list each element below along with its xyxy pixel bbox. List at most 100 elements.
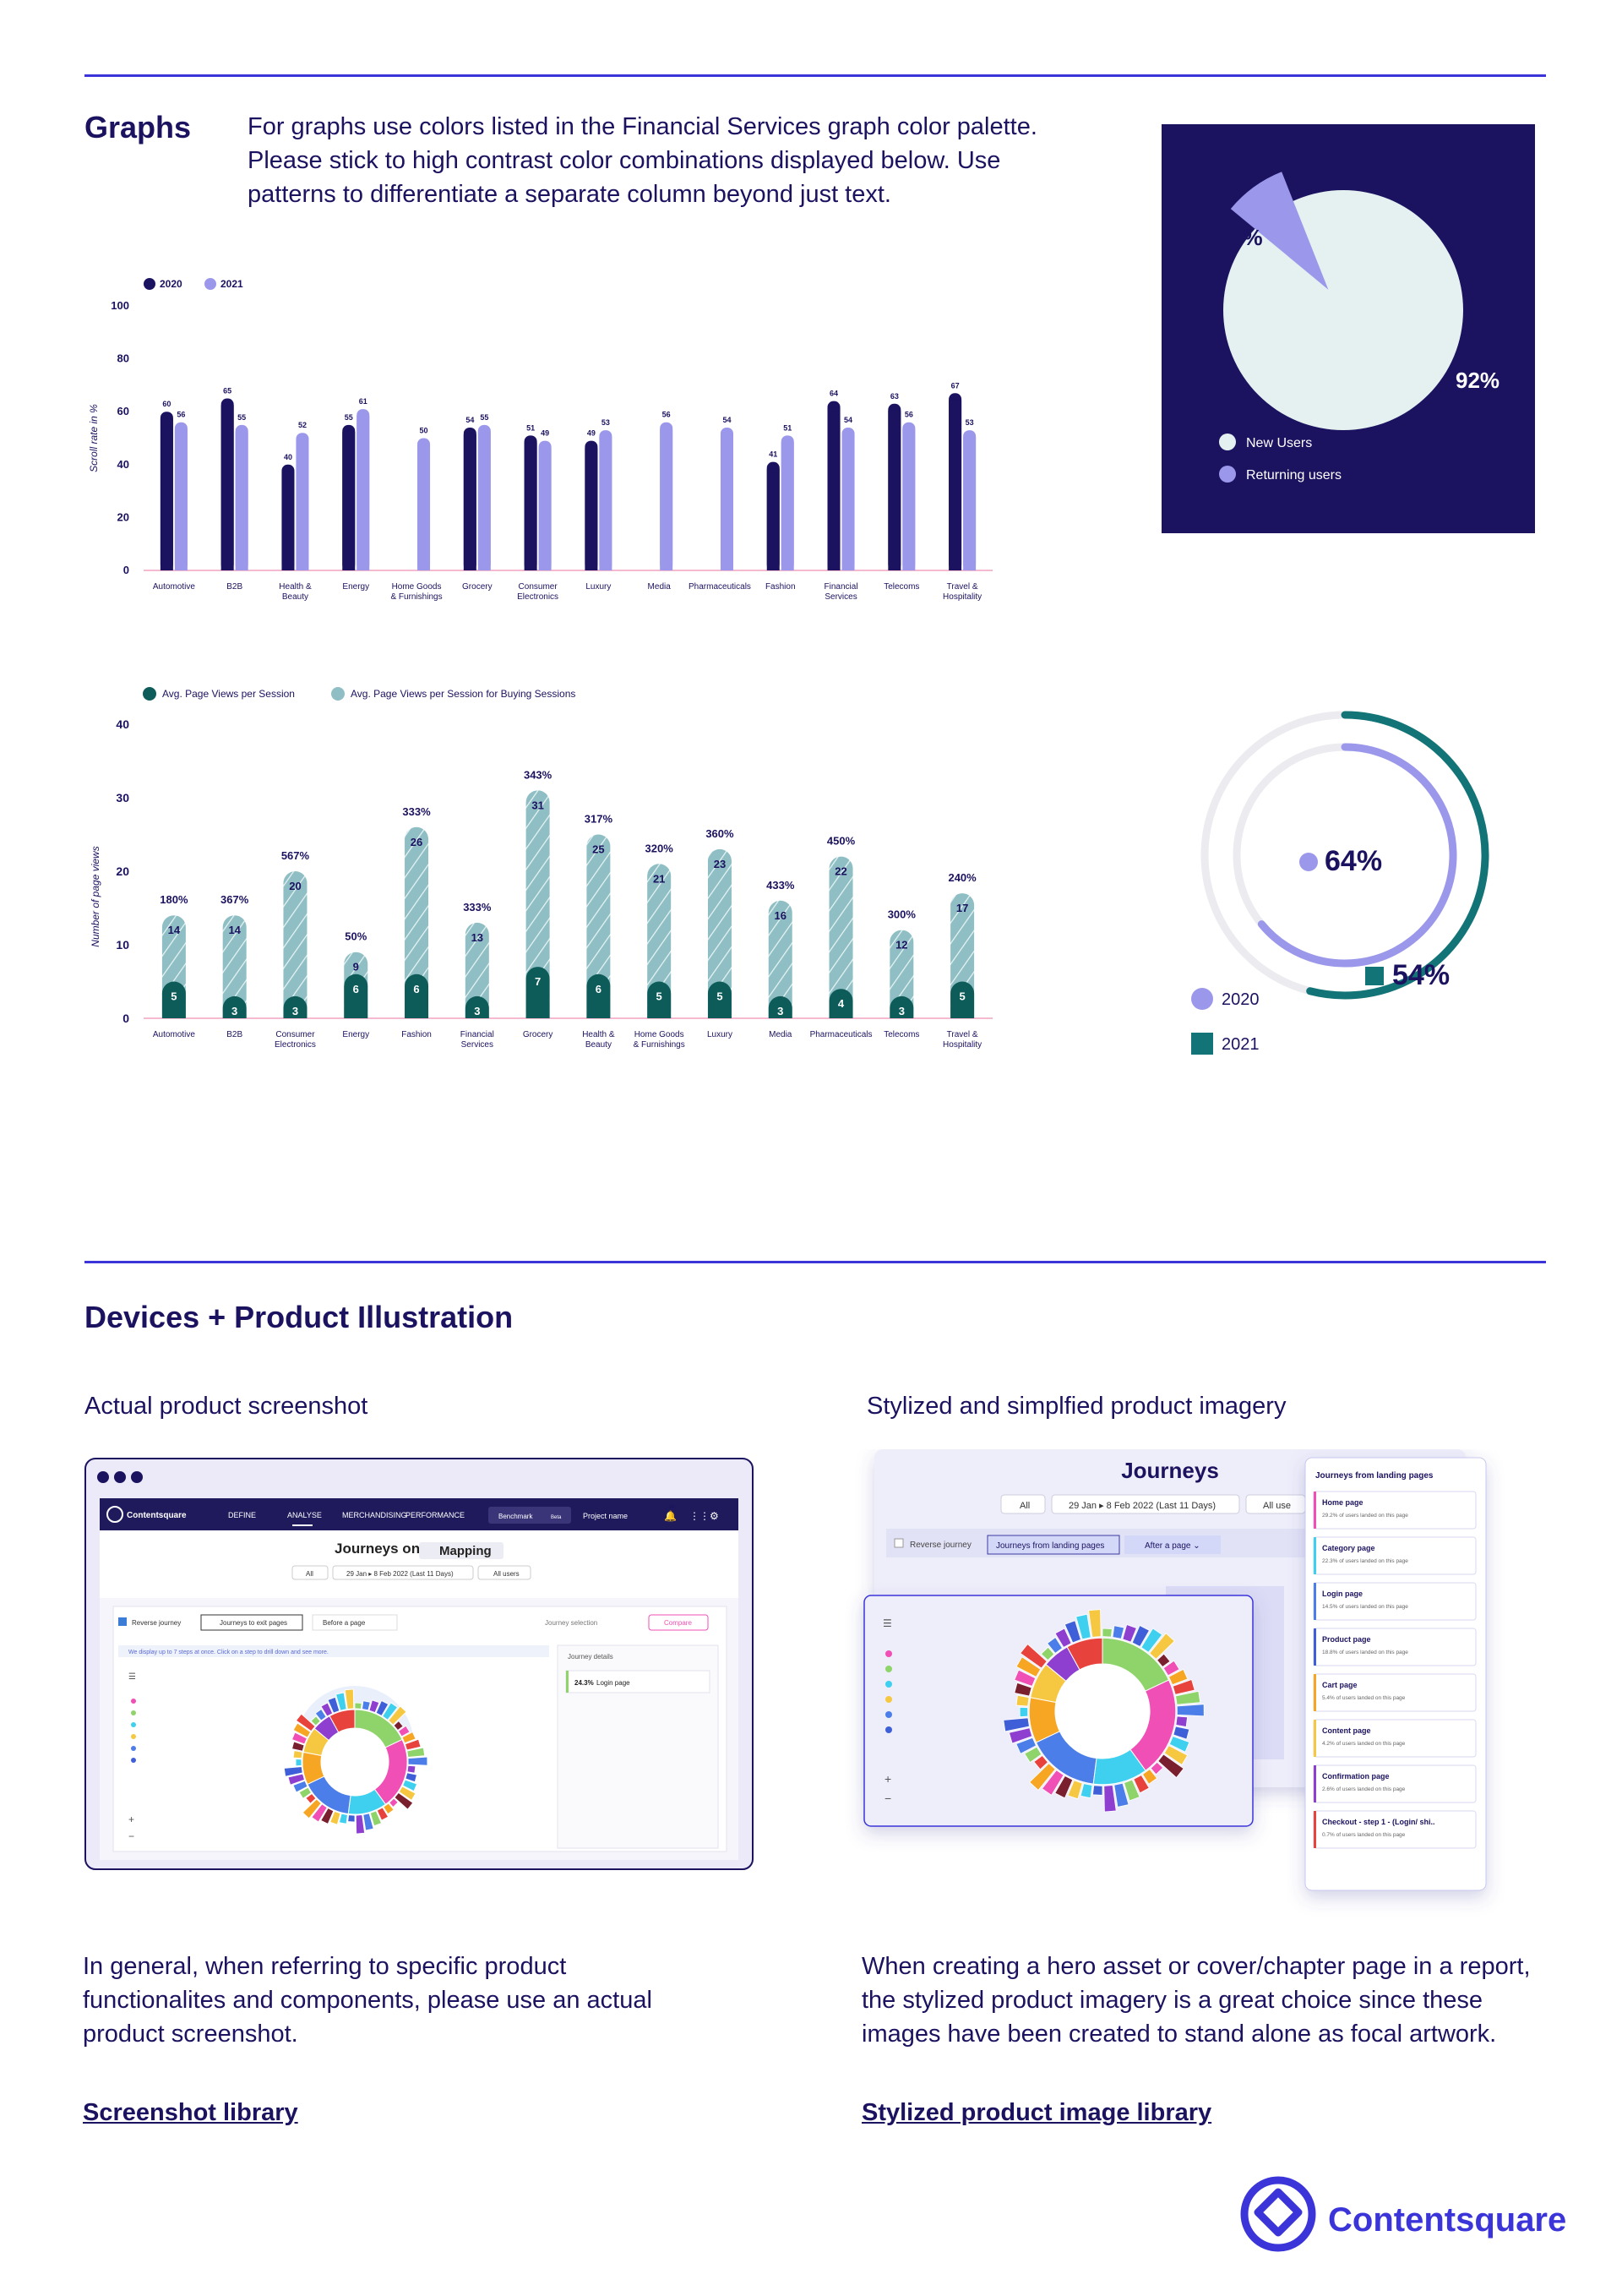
bar-buying-sessions bbox=[586, 834, 611, 1018]
screenshot-sunburst-outer-segment bbox=[302, 1798, 322, 1819]
gear-icon: ⚙ bbox=[710, 1510, 719, 1522]
screenshot-sunburst-outer-segment bbox=[295, 1759, 302, 1767]
screenshot-sunburst-outer-segment bbox=[335, 1692, 347, 1711]
stylized-sunburst-outer-segment bbox=[1150, 1761, 1164, 1775]
screenshot-sunburst-outer-segment bbox=[283, 1766, 303, 1777]
nav-item: MERCHANDISING bbox=[342, 1511, 407, 1519]
landing-label: Journeys from landing pages bbox=[996, 1541, 1104, 1551]
filter-all: All bbox=[306, 1570, 313, 1578]
x-tick-label: Telecoms bbox=[884, 1030, 919, 1039]
stylized-sunburst-outer-segment bbox=[1064, 1620, 1081, 1644]
donut-legend-label-2021: 2021 bbox=[1222, 1035, 1260, 1054]
stylized-sunburst-outer-segment bbox=[1168, 1736, 1190, 1753]
screenshot-sunburst-outer-segment bbox=[295, 1713, 316, 1732]
x-tick-label: B2B bbox=[226, 582, 242, 592]
apps-icon: ⋮⋮ bbox=[689, 1510, 710, 1522]
data-label: 55 bbox=[345, 413, 353, 422]
screenshot-sunburst-outer-segment bbox=[298, 1786, 312, 1799]
stylized-library-link[interactable]: Stylized product image library bbox=[862, 2099, 1212, 2126]
donut-marker-2020 bbox=[1299, 853, 1318, 871]
landing-item-desc: 0.7% of users landed on this page bbox=[1322, 1832, 1406, 1838]
stylized-sunburst-outer-segment bbox=[1157, 1753, 1184, 1779]
stylized-sunburst-outer-segment bbox=[1112, 1625, 1125, 1639]
stylized-product-image: Journeys All 29 Jan ▸ 8 Feb 2022 (Last 11 … bbox=[863, 1449, 1487, 1891]
bar-buying-sessions bbox=[222, 915, 247, 1018]
bar-base bbox=[888, 410, 901, 570]
stylized-sunburst-outer-segment bbox=[1033, 1754, 1048, 1770]
product-screenshot: Contentsquare DEFINE ANALYSE MERCHANDISINGP… bbox=[84, 1458, 754, 1870]
pie-legend-swatch bbox=[1219, 434, 1236, 450]
filter-date-chip bbox=[332, 1565, 474, 1580]
bar-base bbox=[174, 428, 188, 570]
legend-label: Avg. Page Views per Session for Buying S… bbox=[351, 688, 575, 700]
data-label: 56 bbox=[662, 411, 671, 419]
bar-base bbox=[235, 431, 248, 570]
compare-button bbox=[648, 1614, 709, 1631]
landing-item bbox=[1313, 1764, 1477, 1803]
reverse-label: Reverse journey bbox=[132, 1619, 181, 1627]
y-tick-label: 80 bbox=[117, 352, 129, 365]
stylized-sunburst-outer-segment bbox=[1015, 1694, 1030, 1707]
bar-buying-sessions bbox=[465, 922, 489, 1018]
data-label-buying: 20 bbox=[289, 880, 301, 892]
bar-base bbox=[720, 434, 733, 570]
screenshot-sunburst-outer-segment bbox=[362, 1813, 374, 1831]
legend-swatch bbox=[143, 687, 156, 701]
pie-slice-returning-users bbox=[1230, 172, 1329, 290]
bar-page-views bbox=[586, 973, 611, 1018]
notif-count: 99 bbox=[669, 1505, 675, 1510]
stylized-sunburst-outer-segment bbox=[1014, 1682, 1032, 1697]
data-label-buying: 17 bbox=[956, 902, 968, 914]
landing-item-desc: 2.6% of users landed on this page bbox=[1322, 1786, 1406, 1792]
y-axis-label: Scroll rate in % bbox=[88, 404, 100, 472]
screenshot-sunburst-outer-segment bbox=[292, 1722, 312, 1738]
filter-date-chip bbox=[1051, 1494, 1240, 1514]
legend-dot bbox=[131, 1758, 136, 1763]
x-tick-label: Travel & bbox=[947, 1030, 978, 1039]
legend-dot bbox=[885, 1681, 892, 1688]
donut-marker-2021 bbox=[1365, 967, 1384, 985]
screenshot-library-link[interactable]: Screenshot library bbox=[83, 2099, 298, 2126]
data-label: 50 bbox=[420, 427, 428, 435]
x-tick-label: & Furnishings bbox=[390, 592, 442, 602]
screenshot-sunburst-outer-segment bbox=[327, 1696, 340, 1714]
x-tick-label: Fashion bbox=[401, 1030, 432, 1039]
data-label: 67 bbox=[951, 381, 960, 390]
landing-item-accent bbox=[1314, 1583, 1316, 1620]
page-title: Journeys on bbox=[335, 1541, 420, 1557]
data-label: 53 bbox=[966, 418, 974, 427]
hint-bar bbox=[118, 1645, 549, 1657]
window-dot bbox=[131, 1471, 143, 1483]
screenshot-sunburst-outer-segment bbox=[320, 1702, 334, 1717]
data-label: 65 bbox=[223, 387, 231, 395]
y-tick-label: 60 bbox=[117, 405, 129, 417]
y-tick-label: 40 bbox=[117, 458, 129, 471]
bar-buying-sessions bbox=[707, 848, 732, 1018]
screenshot-sunburst-outer-segment bbox=[344, 1688, 355, 1710]
annotation-percent: 567% bbox=[281, 849, 310, 862]
nav-item: ANALYSE bbox=[287, 1511, 322, 1519]
data-label-buying: 16 bbox=[775, 909, 787, 922]
landing-item-desc: 29.2% of users landed on this page bbox=[1322, 1513, 1408, 1519]
data-label: 41 bbox=[769, 450, 777, 459]
data-label: 51 bbox=[783, 423, 792, 432]
bar-buying-sessions bbox=[283, 871, 308, 1018]
screenshot-sunburst-outer-segment bbox=[389, 1797, 399, 1808]
x-tick-label: Health & bbox=[279, 582, 312, 592]
bar-base bbox=[781, 442, 794, 570]
screenshot-sunburst-outer-segment bbox=[406, 1764, 416, 1774]
top-divider bbox=[84, 74, 1546, 77]
data-label-page-views: 5 bbox=[656, 990, 662, 1003]
pie-label-returning: 8% bbox=[1231, 225, 1263, 250]
x-tick-label: Electronics bbox=[275, 1040, 316, 1050]
sunburst-center bbox=[1055, 1664, 1150, 1759]
bar-page-views bbox=[283, 995, 308, 1018]
devices-heading: Devices + Product Illustration bbox=[84, 1300, 514, 1334]
data-label: 51 bbox=[526, 423, 535, 432]
landing-item-name: Category page bbox=[1322, 1544, 1375, 1552]
benchmark-label: Benchmark bbox=[498, 1513, 533, 1520]
y-tick-label: 10 bbox=[116, 938, 129, 952]
screenshot-sunburst-outer-segment bbox=[362, 1700, 371, 1711]
x-tick-label: Electronics bbox=[517, 592, 558, 602]
stylized-sunburst-outer-segment bbox=[1175, 1690, 1201, 1705]
